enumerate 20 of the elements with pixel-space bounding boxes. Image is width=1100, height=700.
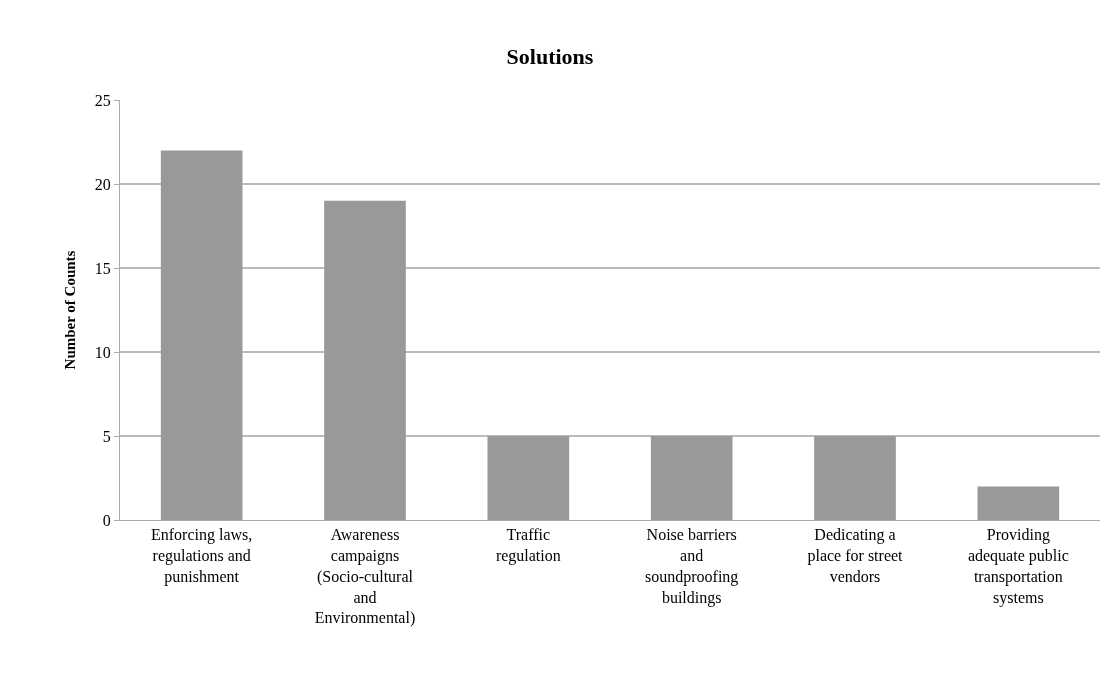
- bar: [160, 150, 243, 520]
- y-tick-label: 15: [94, 259, 111, 277]
- x-tick-label: Enforcing laws, regulations and punishment: [151, 526, 253, 586]
- x-tick-label: Providing adequate public transportation systems: [967, 526, 1069, 607]
- bar: [814, 436, 896, 520]
- bar: [487, 436, 570, 520]
- x-tick-label: Awareness campaigns (Socio-cultural and Environmental): [314, 526, 416, 628]
- y-tick-label: 0: [102, 511, 111, 529]
- chart-title: Solutions: [506, 44, 594, 70]
- bar: [324, 200, 406, 520]
- bar: [650, 436, 733, 520]
- y-tick-label: 25: [94, 91, 111, 109]
- y-tick-label: 20: [94, 175, 111, 193]
- x-tick-label: Noise barriers and soundproofing buildings: [645, 526, 739, 607]
- bar: [977, 486, 1060, 520]
- x-tick-label: Dedicating a place for street vendors: [807, 526, 904, 585]
- y-tick-label: 10: [94, 343, 111, 361]
- y-tick-label: 5: [102, 427, 111, 445]
- x-tick-label: Traffic regulation: [495, 526, 561, 565]
- y-axis-title: Number of Counts: [62, 250, 79, 370]
